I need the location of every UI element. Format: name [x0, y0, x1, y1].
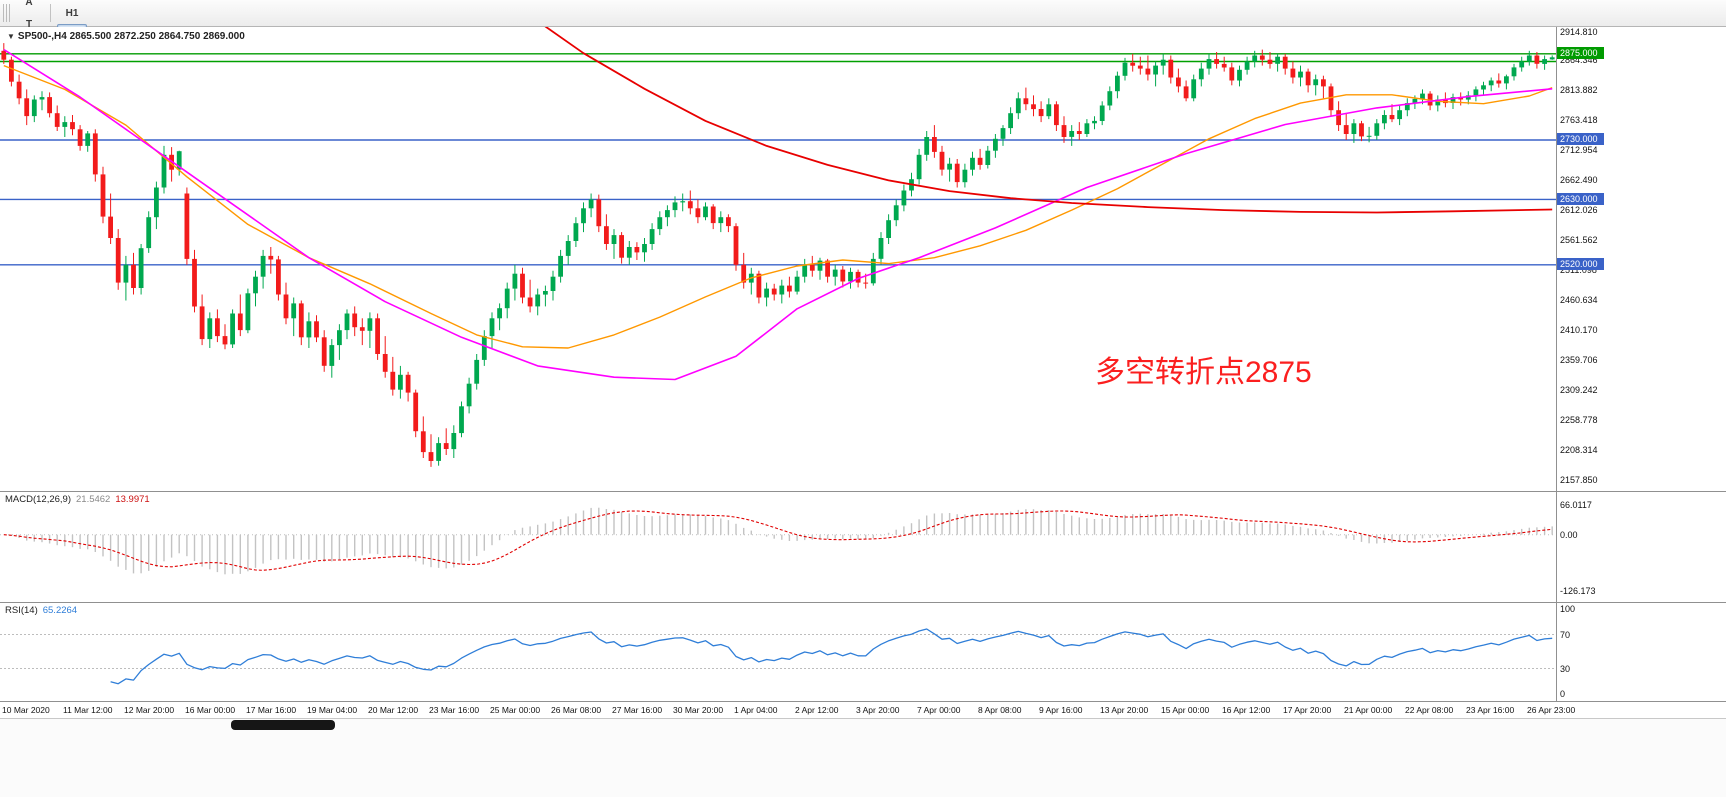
- time-axis-label: 26 Mar 08:00: [551, 705, 602, 715]
- macd-axis-label: 0.00: [1560, 529, 1578, 540]
- price-axis-label: 2309.242: [1560, 385, 1598, 396]
- toolbar-grip[interactable]: [3, 4, 10, 22]
- price-axis-label: 2612.026: [1560, 205, 1598, 216]
- time-axis-label: 1 Apr 04:00: [734, 705, 778, 715]
- rsi-label: RSI(14) 65.2264: [5, 605, 78, 616]
- time-axis-label: 10 Mar 2020: [2, 705, 50, 715]
- rsi-axis[interactable]: 100 70 30 0: [1556, 603, 1726, 701]
- time-axis-label: 7 Apr 00:00: [917, 705, 961, 715]
- text-tool-button[interactable]: T: [25, 18, 33, 30]
- price-axis-label: 2864.346: [1560, 55, 1598, 66]
- chart-title: ▼ SP500-,H4 2865.500 2872.250 2864.750 28…: [7, 31, 245, 42]
- time-axis-label: 21 Apr 00:00: [1344, 705, 1393, 715]
- time-axis-label: 3 Apr 20:00: [856, 705, 900, 715]
- time-axis-label: 15 Apr 00:00: [1161, 705, 1210, 715]
- ma-fast-orange: [3, 64, 1553, 349]
- price-axis[interactable]: 2914.810 2864.346 2813.882 2763.418 2712.954…: [1556, 27, 1726, 491]
- price-axis-label: 2763.418: [1560, 115, 1598, 126]
- time-axis-label: 2 Apr 12:00: [795, 705, 839, 715]
- macd-axis[interactable]: 66.0117 0.00 -126.173: [1556, 492, 1726, 602]
- price-axis-label: 2410.170: [1560, 325, 1598, 336]
- time-axis-label: 11 Mar 12:00: [63, 705, 113, 715]
- price-axis-label: 2208.314: [1560, 445, 1598, 456]
- toolbar: ▦AT✎▾ M1M5M15M30H1H4D1W1MN: [0, 0, 1726, 107]
- price-axis-label: 2914.810: [1560, 27, 1598, 37]
- time-axis[interactable]: 10 Mar 2020 11 Mar 12:00 12 Mar 20:00 16 Ma…: [0, 701, 1726, 718]
- symbol-period-label: SP500-,H4: [17, 31, 67, 42]
- collapse-icon[interactable]: ▼: [7, 32, 15, 41]
- time-axis-label: 16 Mar 00:00: [185, 705, 236, 715]
- rsi-canvas[interactable]: [0, 603, 1556, 701]
- bottom-bar: [0, 718, 1726, 797]
- macd-axis-label: 66.0117: [1560, 500, 1592, 510]
- rsi-axis-label: 100: [1560, 604, 1576, 614]
- main-chart-panel: ▼ SP500-,H4 2865.500 2872.250 2864.750 28…: [0, 27, 1726, 491]
- macd-label: MACD(12,26,9) 21.5462 13.9971: [5, 494, 150, 505]
- time-axis-label: 23 Apr 16:00: [1466, 705, 1515, 715]
- price-axis-label: 2157.850: [1560, 475, 1598, 486]
- price-line-badge: 2630.000: [1557, 192, 1604, 205]
- ma-mid-magenta: [3, 48, 1553, 381]
- rsi-panel: RSI(14) 65.2264 100 70 30 0: [0, 602, 1726, 701]
- price-axis-label: 2813.882: [1560, 85, 1598, 96]
- time-axis-label: 17 Apr 20:00: [1283, 705, 1332, 715]
- price-axis-label: 2662.490: [1560, 175, 1598, 186]
- macd-signal-value: 13.9971: [115, 494, 150, 505]
- time-axis-label: 25 Mar 00:00: [490, 705, 541, 715]
- price-line-badge: 2875.000: [1557, 47, 1604, 60]
- ohlc-values: 2865.500 2872.250 2864.750 2869.000: [69, 31, 245, 42]
- toolbar-separator: [50, 4, 51, 22]
- time-axis-label: 12 Mar 20:00: [124, 705, 175, 715]
- macd-main-value: 21.5462: [76, 494, 111, 505]
- time-axis-label: 23 Mar 16:00: [429, 705, 480, 715]
- macd-axis-label: -126.173: [1560, 586, 1596, 597]
- rsi-axis-label: 70: [1560, 629, 1571, 640]
- macd-canvas[interactable]: [0, 492, 1556, 602]
- taskbar-button[interactable]: [231, 720, 335, 730]
- time-axis-label: 27 Mar 16:00: [612, 705, 663, 715]
- time-axis-label: 22 Apr 08:00: [1405, 705, 1454, 715]
- price-axis-label: 2258.778: [1560, 415, 1598, 426]
- time-axis-label: 8 Apr 08:00: [978, 705, 1022, 715]
- time-axis-label: 26 Apr 23:00: [1527, 705, 1576, 715]
- time-axis-label: 16 Apr 12:00: [1222, 705, 1271, 715]
- price-axis-label: 2359.706: [1560, 355, 1598, 366]
- time-axis-label: 17 Mar 16:00: [246, 705, 297, 715]
- rsi-axis-label: 0: [1560, 689, 1566, 699]
- chart-annotation[interactable]: 多空转折点2875: [1095, 356, 1312, 389]
- ma-slow-red: [544, 27, 1553, 214]
- timeframe-button-h1[interactable]: H1: [65, 7, 79, 19]
- time-axis-label: 20 Mar 12:00: [368, 705, 419, 715]
- time-axis-label: 30 Mar 20:00: [673, 705, 724, 715]
- time-axis-label: 13 Apr 20:00: [1100, 705, 1149, 715]
- price-line-badge: 2520.000: [1557, 258, 1604, 271]
- rsi-axis-label: 30: [1560, 663, 1571, 674]
- price-axis-label: 2460.634: [1560, 295, 1598, 306]
- rsi-value: 65.2264: [42, 605, 78, 616]
- font-tool-button[interactable]: A: [25, 0, 33, 8]
- time-axis-label: 9 Apr 16:00: [1039, 705, 1083, 715]
- main-chart-canvas[interactable]: [0, 27, 1556, 491]
- time-axis-label: 19 Mar 04:00: [307, 705, 358, 715]
- price-axis-label: 2561.562: [1560, 235, 1598, 246]
- macd-panel: MACD(12,26,9) 21.5462 13.9971 66.0117 0.00-…: [0, 491, 1726, 602]
- price-axis-label: 2712.954: [1560, 145, 1598, 156]
- price-line-badge: 2730.000: [1557, 133, 1604, 146]
